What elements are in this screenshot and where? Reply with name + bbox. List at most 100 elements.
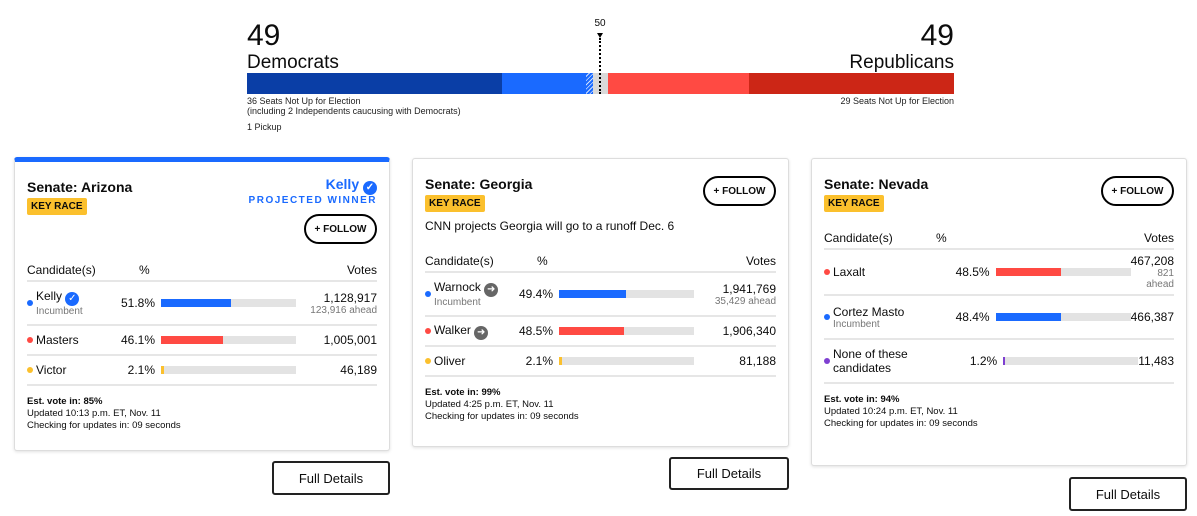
- candidate-name: Walker: [434, 322, 471, 337]
- votes-value: 1,005,001: [323, 333, 377, 347]
- candidate: Masters: [27, 333, 115, 347]
- update-countdown: Checking for updates in: 09 seconds: [425, 411, 579, 422]
- col-pct: %: [139, 263, 150, 277]
- table-header: Candidate(s)% Votes: [425, 251, 776, 273]
- race-card: Senate: Georgia KEY RACE + FOLLOW CNN proj…: [412, 158, 789, 447]
- pct-bar-fill: [559, 290, 626, 298]
- candidate: Cortez Masto Incumbent: [824, 305, 913, 330]
- candidate: None of these candidates: [824, 347, 916, 375]
- votes-value: 1,128,917: [323, 290, 377, 305]
- key-race-badge: KEY RACE: [27, 198, 87, 215]
- dem-label: Democrats: [247, 52, 339, 73]
- follow-button[interactable]: + FOLLOW: [304, 214, 377, 244]
- votes-value: 46,189: [340, 363, 377, 377]
- table-row[interactable]: Laxalt 48.5% 467,208 821 ahead: [824, 250, 1174, 296]
- projected-winner-label: PROJECTED WINNER: [248, 195, 377, 206]
- majority-label: 50: [594, 18, 606, 29]
- col-votes: Votes: [745, 254, 776, 268]
- pct-bar: [559, 327, 694, 335]
- votes-value: 467,208: [1130, 254, 1174, 268]
- candidate-name: Victor: [36, 363, 67, 377]
- candidate: Walker ➜: [425, 323, 513, 340]
- pct-bar-fill: [995, 268, 1062, 276]
- arrow-right-icon: ➜: [474, 325, 489, 340]
- est-vote: Est. vote in: 99%: [425, 387, 501, 398]
- party-dot-icon: [824, 269, 830, 275]
- dem-pickup: 1 Pickup: [247, 122, 282, 132]
- col-candidate: Candidate(s): [824, 231, 893, 245]
- full-details-button[interactable]: Full Details: [669, 457, 789, 490]
- est-vote: Est. vote in: 85%: [27, 396, 103, 407]
- candidate-votes: 467,208 821 ahead: [1131, 254, 1174, 290]
- table-row[interactable]: Oliver 2.1% 81,188: [425, 347, 776, 377]
- results-table: Candidate(s)% Votes Warnock ➜ Incumbent 4…: [425, 251, 776, 423]
- party-dot-icon: [425, 328, 431, 334]
- race-title: Senate: Nevada: [824, 176, 929, 192]
- party-dot-icon: [824, 358, 830, 364]
- projected-winner: Kelly ✓ PROJECTED WINNER: [249, 176, 377, 206]
- candidate: Kelly ✓ Incumbent: [27, 289, 115, 317]
- ahead-margin: 35,429 ahead: [714, 295, 776, 307]
- key-race-badge: KEY RACE: [824, 195, 884, 212]
- candidate-pct: 49.4%: [518, 287, 553, 301]
- candidate-pct: 1.2%: [969, 354, 998, 368]
- pct-bar-fill: [1003, 357, 1005, 365]
- update-countdown: Checking for updates in: 09 seconds: [824, 418, 978, 429]
- incumbent-label: Incumbent: [833, 318, 880, 330]
- pct-bar-fill: [161, 299, 231, 307]
- table-row[interactable]: Masters 46.1% 1,005,001: [27, 326, 377, 356]
- rep-label: Republicans: [849, 52, 954, 73]
- race-card: Senate: Arizona KEY RACE Kelly ✓ PROJECTED…: [14, 157, 390, 451]
- pct-bar-fill: [559, 357, 562, 365]
- race-title: Senate: Georgia: [425, 176, 533, 192]
- majority-marker-icon: [597, 33, 603, 38]
- candidate-name: Laxalt: [833, 265, 866, 279]
- pct-bar-fill: [559, 327, 625, 335]
- table-row[interactable]: Victor 2.1% 46,189: [27, 356, 377, 386]
- candidate-name: Masters: [36, 333, 79, 347]
- col-pct: %: [936, 231, 947, 245]
- pct-bar: [995, 313, 1131, 321]
- full-details-button[interactable]: Full Details: [1069, 477, 1187, 511]
- seat-bar: [247, 73, 954, 94]
- race-title: Senate: Arizona: [27, 179, 133, 195]
- table-row[interactable]: Warnock ➜ Incumbent 49.4% 1,941,769 35,42…: [425, 273, 776, 317]
- party-dot-icon: [27, 300, 33, 306]
- pct-bar: [559, 290, 694, 298]
- votes-value: 1,941,769: [722, 281, 776, 296]
- pct-bar-fill: [161, 366, 164, 374]
- incumbent-label: Incumbent: [36, 306, 83, 317]
- pct-bar: [161, 366, 296, 374]
- dem-note-2: (including 2 Independents caucusing with…: [247, 106, 461, 116]
- follow-button[interactable]: + FOLLOW: [703, 176, 776, 206]
- table-row[interactable]: Kelly ✓ Incumbent 51.8% 1,128,917 123,916…: [27, 282, 377, 326]
- follow-button[interactable]: + FOLLOW: [1101, 176, 1174, 206]
- table-header: Candidate(s)% Votes: [824, 228, 1174, 250]
- table-row[interactable]: Walker ➜ 48.5% 1,906,340: [425, 317, 776, 347]
- seat-segment-dem-not-up: [247, 73, 502, 94]
- key-race-badge: KEY RACE: [425, 195, 485, 212]
- check-icon: ✓: [363, 181, 377, 195]
- candidate-name: Cortez Masto: [833, 304, 905, 319]
- votes-value: 1,906,340: [722, 324, 776, 338]
- seat-segment-rep-not-up: [748, 73, 954, 94]
- update-countdown: Checking for updates in: 09 seconds: [27, 420, 181, 431]
- candidate-pct: 51.8%: [120, 296, 155, 310]
- dem-count: 49: [247, 19, 281, 52]
- table-row[interactable]: Cortez Masto Incumbent 48.4% 466,387: [824, 296, 1174, 340]
- candidate: Warnock ➜ Incumbent: [425, 280, 513, 308]
- table-row[interactable]: None of these candidates 1.2% 11,483: [824, 340, 1174, 384]
- projection-text: CNN projects Georgia will go to a runoff…: [425, 219, 675, 233]
- pct-bar: [161, 299, 296, 307]
- party-dot-icon: [27, 337, 33, 343]
- pct-bar-fill: [995, 313, 1061, 321]
- seat-segment-dem-pickup: [586, 73, 594, 94]
- col-candidate: Candidate(s): [425, 254, 494, 268]
- candidate-votes: 1,941,769 35,429 ahead: [694, 282, 776, 307]
- candidate-name: Kelly: [36, 289, 63, 303]
- candidate-name: Warnock: [434, 280, 481, 294]
- candidate-name: None of these candidates: [833, 347, 908, 375]
- full-details-button[interactable]: Full Details: [272, 461, 390, 495]
- candidate-votes: 1,128,917 123,916 ahead: [296, 291, 377, 316]
- candidate-name: Oliver: [434, 354, 466, 368]
